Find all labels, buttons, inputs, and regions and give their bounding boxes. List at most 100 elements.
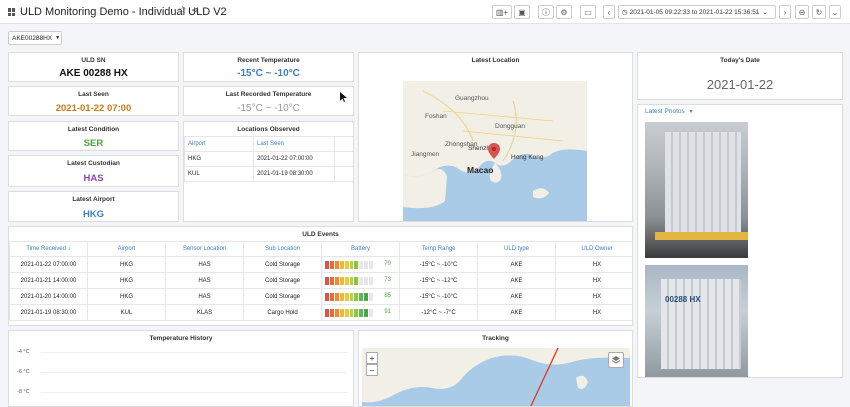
caret-down-icon: ▼ — [688, 109, 694, 115]
table-cell: HAS — [165, 256, 244, 273]
panel-title: Locations Observed — [237, 126, 300, 133]
battery-segment — [359, 309, 364, 317]
table-cell: KLAS — [165, 304, 244, 321]
panel-title: Temperature History — [149, 335, 213, 342]
map-zoom-out-button[interactable]: − — [366, 364, 378, 376]
battery-segment — [354, 261, 359, 269]
column-header-battery[interactable]: Battery — [321, 241, 400, 257]
column-header-uld-type[interactable]: ULD type — [477, 241, 556, 257]
save-button[interactable]: ▣ — [514, 5, 530, 19]
share-icon[interactable]: ⋖ — [191, 5, 199, 15]
map-zoom-in-button[interactable]: + — [366, 352, 378, 364]
uld-photo-1[interactable] — [645, 122, 748, 258]
tracking-map[interactable]: + − — [362, 348, 630, 406]
table-cell: HAS — [165, 272, 244, 289]
last-seen-panel: Last Seen 2021-01-22 07:00 — [8, 86, 179, 116]
map-marker-icon[interactable] — [488, 143, 500, 161]
grid-icon[interactable] — [8, 8, 16, 16]
battery-segment — [325, 309, 329, 317]
panel-title: Latest Airport — [72, 196, 115, 203]
layers-icon[interactable] — [608, 352, 624, 368]
container-id-text: 00288 HX — [665, 295, 701, 304]
panel-title: Latest Location — [471, 57, 520, 64]
battery-cell: 73 — [321, 272, 400, 289]
table-cell: HKG — [87, 288, 166, 305]
map-label-hong-kong: Hong Kong — [511, 154, 544, 161]
dashboard-title[interactable]: ULD Monitoring Demo - Individual ULD V2 — [20, 6, 227, 18]
table-cell: -15°C ~ -10°C — [399, 288, 478, 305]
recent-temperature-value: -15°C ~ -10°C — [237, 68, 300, 79]
battery-segment — [325, 277, 329, 285]
uld-variable-select[interactable]: AKE00288HX ▼ — [8, 31, 62, 45]
table-row: 2021-01-22 07:00:00 HKG HAS Cold Storage… — [9, 256, 632, 273]
temperature-history-panel: Temperature History -4 °C -6 °C -8 °C — [8, 330, 354, 407]
battery-segment — [354, 293, 359, 301]
map-label-macao: Macao — [467, 165, 494, 175]
battery-segment — [359, 261, 364, 269]
refresh-button[interactable]: ↻ — [812, 5, 826, 19]
refresh-interval-button[interactable]: ⌄ — [829, 5, 841, 19]
map-label-foshan: Foshan — [425, 113, 447, 120]
battery-cell: 70 — [321, 256, 400, 273]
latest-condition-value: SER — [83, 138, 104, 149]
latest-photos-dropdown[interactable]: Latest Photos ▼ — [645, 108, 694, 115]
grid-line — [41, 392, 347, 393]
time-range-picker[interactable]: ◷ 2021-01-05 09:22:33 to 2021-01-22 15:3… — [618, 5, 776, 19]
battery-segment — [334, 277, 339, 285]
info-button[interactable]: ⓘ — [538, 5, 554, 19]
battery-segment — [349, 309, 354, 317]
info-icon: ⓘ — [542, 7, 550, 17]
table-cell — [334, 151, 353, 167]
zoom-out-button[interactable]: ⊖ — [795, 5, 809, 19]
column-header-temp-range[interactable]: Temp Range — [399, 241, 478, 257]
column-header-time-received[interactable]: Time Received ↓ — [9, 241, 88, 257]
battery-segment — [369, 293, 374, 301]
time-back-button[interactable]: ‹ — [603, 5, 615, 19]
time-forward-button[interactable]: › — [779, 5, 791, 19]
table-row: 2021-01-21 14:00:00 HKG HAS Cold Storage… — [9, 272, 632, 289]
table-cell: HX — [555, 272, 632, 289]
uld-events-panel: ULD Events Time Received ↓ Airport Senso… — [8, 226, 633, 326]
column-header-sub-location[interactable]: Sub Location — [243, 241, 322, 257]
column-header-sensor-location[interactable]: Sensor Location — [165, 241, 244, 257]
table-cell: 2021-01-20 14:00:00 — [9, 288, 88, 305]
battery-gauge — [325, 261, 374, 269]
column-header-airport[interactable]: Airport — [184, 136, 254, 152]
battery-segment — [369, 277, 374, 285]
battery-segment — [334, 293, 339, 301]
settings-button[interactable]: ⚙ — [556, 5, 572, 19]
todays-date-value: 2021-01-22 — [706, 77, 774, 92]
uld-photo-2[interactable]: 00288 HX — [645, 265, 748, 377]
table-cell: 2021-01-19 08:30:00 — [9, 304, 88, 321]
battery-cell: 85 — [321, 288, 400, 305]
table-cell: -15°C ~ -10°C — [399, 256, 478, 273]
top-bar: ULD Monitoring Demo - Individual ULD V2 … — [0, 0, 850, 24]
battery-segment — [364, 309, 369, 317]
tracking-map-shapes — [362, 348, 630, 406]
refresh-icon: ↻ — [815, 7, 823, 17]
tv-mode-button[interactable]: ▭ — [580, 5, 596, 19]
star-icon[interactable]: ☆ — [178, 5, 187, 16]
battery-segment — [339, 309, 344, 317]
add-panel-button[interactable]: ▥+ — [492, 5, 512, 19]
table-cell: HKG — [87, 256, 166, 273]
table-cell: AKE — [477, 304, 556, 321]
uld-variable-value: AKE00288HX — [12, 34, 53, 42]
y-axis-tick: -4 °C — [17, 349, 30, 355]
latest-location-map[interactable]: Guangzhou Foshan Dongguan Jiangmen Zhong… — [403, 81, 587, 221]
container-body — [661, 279, 741, 369]
panel-title: Tracking — [482, 335, 509, 342]
column-header-airport[interactable]: Airport — [87, 241, 166, 257]
settings-icon: ⚙ — [560, 7, 568, 17]
table-cell: -12°C ~ -7°C — [399, 304, 478, 321]
uld-sn-panel: ULD SN AKE 00288 HX — [8, 52, 179, 82]
latest-condition-panel: Latest Condition SER — [8, 121, 179, 151]
table-row: 2021-01-19 08:30:00 KUL KLAS Cargo Hold … — [9, 304, 632, 321]
table-cell: AKE — [477, 272, 556, 289]
battery-segment — [354, 277, 359, 285]
battery-segment — [359, 277, 364, 285]
column-header-uld-owner[interactable]: ULD Owner — [555, 241, 632, 257]
table-row: 2021-01-20 14:00:00 HKG HAS Cold Storage… — [9, 288, 632, 305]
battery-value: 70 — [384, 261, 391, 267]
column-header-last-seen[interactable]: Last Seen — [253, 136, 335, 152]
